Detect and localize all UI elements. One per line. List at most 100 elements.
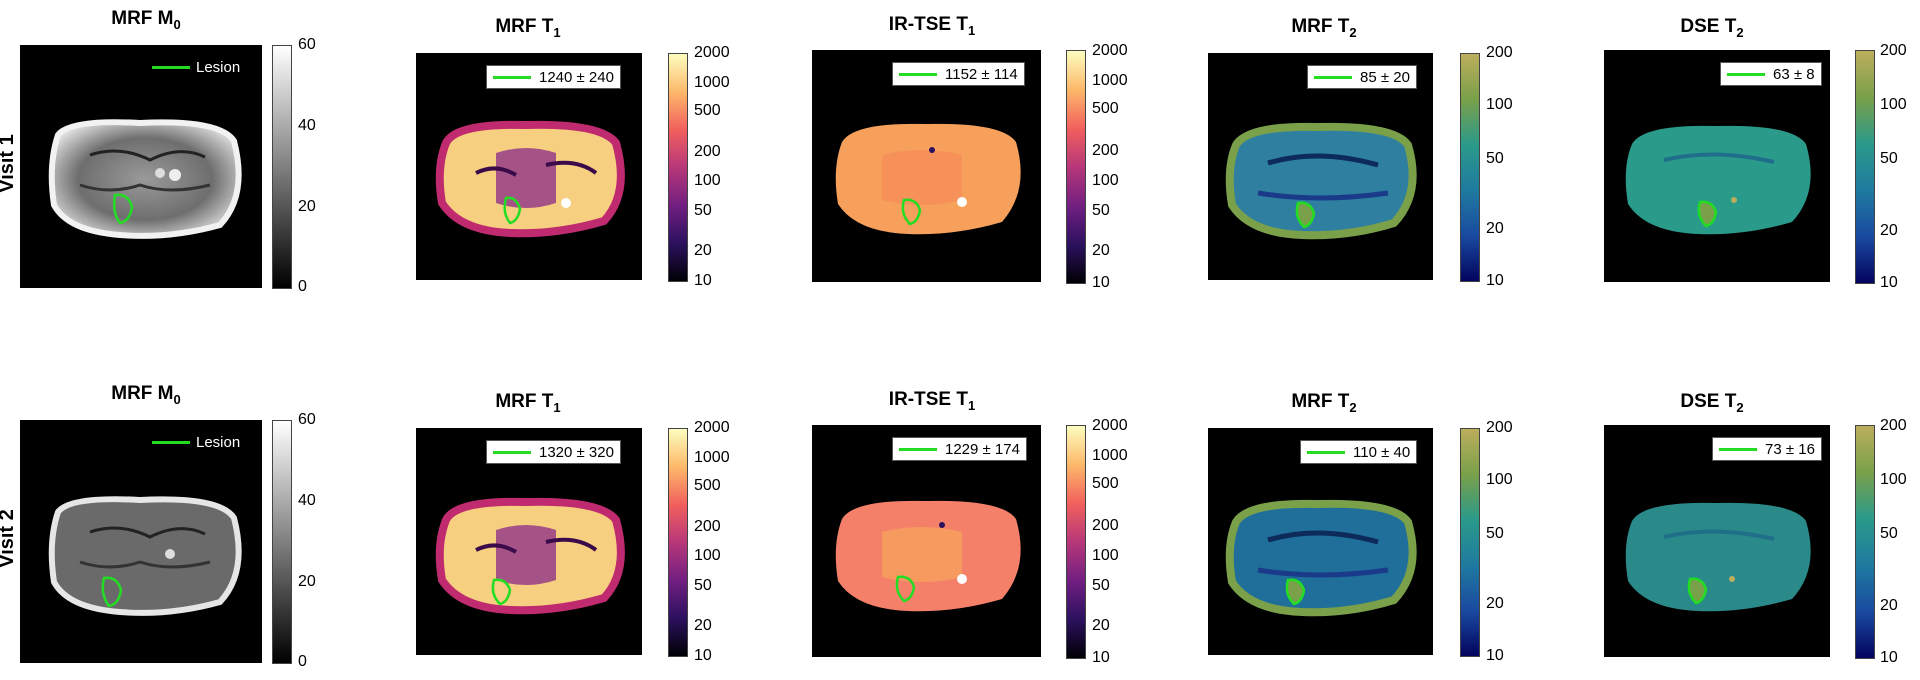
colorbar-tick: 200 — [1486, 44, 1513, 61]
colorbar-tick: 20 — [298, 198, 316, 215]
colorbar-tick: 100 — [694, 547, 721, 564]
colorbar-tick: 2000 — [694, 44, 730, 61]
colorbar-tick: 20 — [1092, 242, 1110, 259]
colorbar — [668, 428, 688, 657]
dse-t2-image — [1604, 50, 1830, 282]
legend: 63 ± 8 — [1720, 62, 1822, 86]
legend: 110 ± 40 — [1300, 440, 1418, 464]
colorbar-tick: 20 — [1880, 222, 1898, 239]
lesion-line-icon — [1727, 72, 1765, 76]
lesion-line-icon — [1719, 447, 1757, 451]
panel-title: MRF M0 — [111, 383, 181, 407]
colorbar-tick: 40 — [298, 117, 316, 134]
colorbar-tick: 200 — [1092, 142, 1119, 159]
colorbar-tick: 20 — [1092, 617, 1110, 634]
colorbar-tick: 10 — [1092, 649, 1110, 666]
colorbar-tick: 500 — [694, 102, 721, 119]
colorbar-tick: 50 — [694, 202, 712, 219]
colorbar-tick: 200 — [1486, 419, 1513, 436]
colorbar-tick: 500 — [1092, 100, 1119, 117]
colorbar — [1855, 50, 1875, 284]
colorbar-tick: 100 — [1486, 471, 1513, 488]
colorbar — [1855, 425, 1875, 659]
lesion-line-icon — [899, 72, 937, 76]
colorbar-tick: 1000 — [694, 449, 730, 466]
colorbar-tick: 500 — [694, 477, 721, 494]
t1-map-image — [416, 428, 642, 655]
colorbar-tick: 10 — [694, 647, 712, 664]
m0-image — [20, 420, 262, 663]
colorbar-tick: 20 — [694, 242, 712, 259]
colorbar-tick: 20 — [298, 573, 316, 590]
colorbar — [1460, 428, 1480, 657]
colorbar — [272, 45, 292, 289]
lesion-line-icon — [152, 66, 190, 69]
legend: 1229 ± 174 — [892, 437, 1027, 461]
colorbar-tick: 50 — [1486, 150, 1504, 167]
colorbar-tick: 10 — [1880, 274, 1898, 291]
colorbar-tick: 100 — [1092, 547, 1119, 564]
colorbar-tick: 100 — [1880, 471, 1907, 488]
colorbar-tick: 60 — [298, 411, 316, 428]
colorbar-tick: 20 — [1486, 595, 1504, 612]
t2-map-image — [1208, 428, 1433, 655]
dse-t2-image — [1604, 425, 1830, 657]
colorbar-tick: 50 — [1092, 577, 1110, 594]
t1-map-image — [416, 53, 642, 280]
colorbar-tick: 200 — [1880, 417, 1907, 434]
ir-tse-t1-image — [812, 425, 1041, 657]
legend: 1240 ± 240 — [486, 65, 621, 89]
colorbar — [668, 53, 688, 282]
colorbar-tick: 100 — [694, 172, 721, 189]
panel-title: MRF T2 — [1291, 16, 1357, 40]
colorbar-tick: 40 — [298, 492, 316, 509]
colorbar-tick: 50 — [694, 577, 712, 594]
colorbar-tick: 2000 — [1092, 417, 1128, 434]
panel-title: DSE T2 — [1680, 16, 1744, 40]
lesion-line-icon — [493, 450, 531, 454]
colorbar-tick: 100 — [1880, 96, 1907, 113]
lesion-line-icon — [899, 447, 937, 451]
lesion-line-icon — [493, 75, 531, 79]
panel-title: MRF T2 — [1291, 391, 1357, 415]
colorbar — [1066, 425, 1086, 659]
colorbar-tick: 10 — [1486, 647, 1504, 664]
lesion-line-icon — [1307, 450, 1345, 454]
legend: 1320 ± 320 — [486, 440, 621, 464]
colorbar-tick: 20 — [1486, 220, 1504, 237]
colorbar-tick: 100 — [1092, 172, 1119, 189]
colorbar-tick: 0 — [298, 653, 307, 670]
row-label-visit-2: Visit 2 — [0, 509, 18, 568]
colorbar-tick: 200 — [1880, 42, 1907, 59]
colorbar-tick: 200 — [694, 518, 721, 535]
legend: 1152 ± 114 — [892, 62, 1025, 86]
row-label-visit-1: Visit 1 — [0, 134, 18, 193]
colorbar-tick: 20 — [694, 617, 712, 634]
colorbar-tick: 2000 — [694, 419, 730, 436]
lesion-line-icon — [152, 441, 190, 444]
colorbar-tick: 60 — [298, 36, 316, 53]
lesion-line-icon — [1314, 75, 1352, 79]
colorbar-tick: 0 — [298, 278, 307, 295]
colorbar — [272, 420, 292, 664]
m0-image — [20, 45, 262, 288]
colorbar-tick: 10 — [694, 272, 712, 289]
colorbar-tick: 200 — [1092, 517, 1119, 534]
colorbar-tick: 10 — [1486, 272, 1504, 289]
panel-title: DSE T2 — [1680, 391, 1744, 415]
colorbar-tick: 50 — [1880, 150, 1898, 167]
colorbar-tick: 100 — [1486, 96, 1513, 113]
colorbar-tick: 1000 — [694, 74, 730, 91]
colorbar-tick: 1000 — [1092, 72, 1128, 89]
colorbar — [1460, 53, 1480, 282]
colorbar-tick: 1000 — [1092, 447, 1128, 464]
panel-title: MRF T1 — [495, 16, 561, 40]
legend: Lesion — [152, 434, 240, 451]
panel-title: IR-TSE T1 — [888, 14, 976, 38]
colorbar — [1066, 50, 1086, 284]
colorbar-tick: 10 — [1880, 649, 1898, 666]
colorbar-tick: 10 — [1092, 274, 1110, 291]
legend: 85 ± 20 — [1307, 65, 1417, 89]
t2-map-image — [1208, 53, 1433, 280]
colorbar-tick: 200 — [694, 143, 721, 160]
